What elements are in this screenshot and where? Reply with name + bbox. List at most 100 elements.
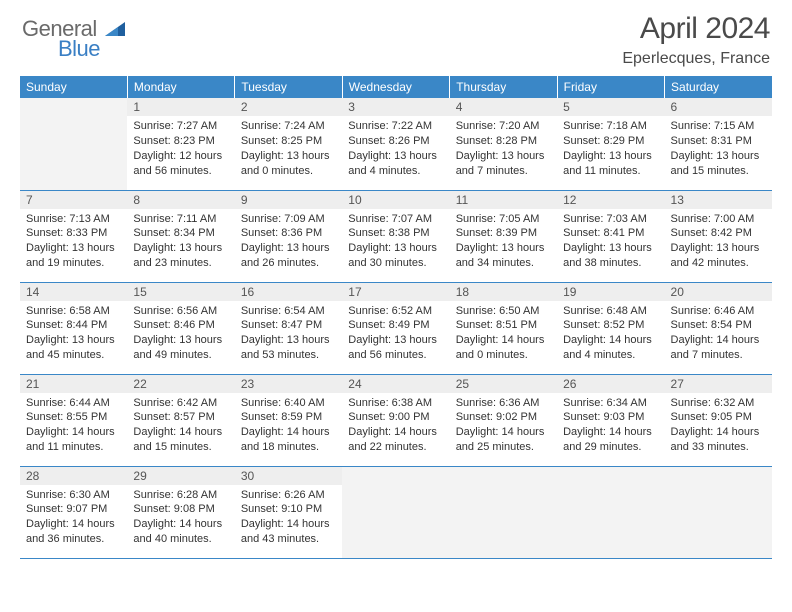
day-number: 9 — [235, 191, 342, 209]
day-body: Sunrise: 6:30 AMSunset: 9:07 PMDaylight:… — [20, 485, 127, 551]
sunset-text: Sunset: 8:52 PM — [563, 318, 658, 333]
header: General Blue April 2024 Eperlecques, Fra… — [0, 0, 792, 74]
daylight-line1: Daylight: 13 hours — [241, 241, 336, 256]
day-body: Sunrise: 7:24 AMSunset: 8:25 PMDaylight:… — [235, 116, 342, 182]
calendar-day-cell: 25Sunrise: 6:36 AMSunset: 9:02 PMDayligh… — [450, 374, 557, 466]
day-number: 7 — [20, 191, 127, 209]
daylight-line2: and 22 minutes. — [348, 440, 443, 455]
sunset-text: Sunset: 8:34 PM — [133, 226, 228, 241]
daylight-line1: Daylight: 13 hours — [456, 241, 551, 256]
sunset-text: Sunset: 9:07 PM — [26, 502, 121, 517]
sunset-text: Sunset: 9:02 PM — [456, 410, 551, 425]
sunrise-text: Sunrise: 7:00 AM — [671, 212, 766, 227]
daylight-line1: Daylight: 14 hours — [348, 425, 443, 440]
daylight-line2: and 30 minutes. — [348, 256, 443, 271]
day-number: 5 — [557, 98, 664, 116]
day-number: 1 — [127, 98, 234, 116]
daylight-line2: and 11 minutes. — [26, 440, 121, 455]
dow-header: Thursday — [450, 76, 557, 98]
sunset-text: Sunset: 9:05 PM — [671, 410, 766, 425]
day-number: 26 — [557, 375, 664, 393]
day-body: Sunrise: 6:38 AMSunset: 9:00 PMDaylight:… — [342, 393, 449, 459]
daylight-line1: Daylight: 14 hours — [671, 333, 766, 348]
day-body: Sunrise: 6:54 AMSunset: 8:47 PMDaylight:… — [235, 301, 342, 367]
sunset-text: Sunset: 8:29 PM — [563, 134, 658, 149]
calendar-day-cell: 17Sunrise: 6:52 AMSunset: 8:49 PMDayligh… — [342, 282, 449, 374]
dow-header: Sunday — [20, 76, 127, 98]
calendar-day-cell: 1Sunrise: 7:27 AMSunset: 8:23 PMDaylight… — [127, 98, 234, 190]
day-number: 20 — [665, 283, 772, 301]
sunset-text: Sunset: 8:59 PM — [241, 410, 336, 425]
calendar-day-cell: 14Sunrise: 6:58 AMSunset: 8:44 PMDayligh… — [20, 282, 127, 374]
daylight-line2: and 40 minutes. — [133, 532, 228, 547]
sunrise-text: Sunrise: 6:30 AM — [26, 488, 121, 503]
title-block: April 2024 Eperlecques, France — [622, 12, 770, 68]
sunset-text: Sunset: 8:51 PM — [456, 318, 551, 333]
day-number: 30 — [235, 467, 342, 485]
sunset-text: Sunset: 8:36 PM — [241, 226, 336, 241]
calendar-empty-cell — [450, 466, 557, 558]
sunrise-text: Sunrise: 6:28 AM — [133, 488, 228, 503]
calendar-table: SundayMondayTuesdayWednesdayThursdayFrid… — [20, 76, 772, 559]
sunrise-text: Sunrise: 7:03 AM — [563, 212, 658, 227]
daylight-line2: and 15 minutes. — [133, 440, 228, 455]
day-number: 27 — [665, 375, 772, 393]
day-body: Sunrise: 7:07 AMSunset: 8:38 PMDaylight:… — [342, 209, 449, 275]
dow-header: Tuesday — [235, 76, 342, 98]
daylight-line2: and 56 minutes. — [348, 348, 443, 363]
day-body: Sunrise: 6:44 AMSunset: 8:55 PMDaylight:… — [20, 393, 127, 459]
calendar-day-cell: 12Sunrise: 7:03 AMSunset: 8:41 PMDayligh… — [557, 190, 664, 282]
day-number: 18 — [450, 283, 557, 301]
calendar-week-row: 21Sunrise: 6:44 AMSunset: 8:55 PMDayligh… — [20, 374, 772, 466]
sunrise-text: Sunrise: 7:22 AM — [348, 119, 443, 134]
calendar-empty-cell — [665, 466, 772, 558]
day-number: 12 — [557, 191, 664, 209]
day-number: 10 — [342, 191, 449, 209]
sunrise-text: Sunrise: 6:54 AM — [241, 304, 336, 319]
daylight-line2: and 7 minutes. — [456, 164, 551, 179]
daylight-line1: Daylight: 13 hours — [456, 149, 551, 164]
day-body: Sunrise: 7:18 AMSunset: 8:29 PMDaylight:… — [557, 116, 664, 182]
day-number: 21 — [20, 375, 127, 393]
calendar-day-cell: 3Sunrise: 7:22 AMSunset: 8:26 PMDaylight… — [342, 98, 449, 190]
calendar-day-cell: 20Sunrise: 6:46 AMSunset: 8:54 PMDayligh… — [665, 282, 772, 374]
sunset-text: Sunset: 9:00 PM — [348, 410, 443, 425]
sunrise-text: Sunrise: 6:46 AM — [671, 304, 766, 319]
sunrise-text: Sunrise: 6:34 AM — [563, 396, 658, 411]
daylight-line1: Daylight: 14 hours — [456, 333, 551, 348]
calendar-day-cell: 22Sunrise: 6:42 AMSunset: 8:57 PMDayligh… — [127, 374, 234, 466]
day-body: Sunrise: 6:52 AMSunset: 8:49 PMDaylight:… — [342, 301, 449, 367]
day-number: 19 — [557, 283, 664, 301]
day-body: Sunrise: 6:26 AMSunset: 9:10 PMDaylight:… — [235, 485, 342, 551]
daylight-line1: Daylight: 14 hours — [26, 517, 121, 532]
daylight-line1: Daylight: 13 hours — [241, 333, 336, 348]
daylight-line1: Daylight: 13 hours — [133, 333, 228, 348]
dow-header: Friday — [557, 76, 664, 98]
sunset-text: Sunset: 9:08 PM — [133, 502, 228, 517]
daylight-line2: and 0 minutes. — [456, 348, 551, 363]
daylight-line1: Daylight: 13 hours — [671, 241, 766, 256]
daylight-line1: Daylight: 13 hours — [241, 149, 336, 164]
sunrise-text: Sunrise: 6:52 AM — [348, 304, 443, 319]
calendar-week-row: 1Sunrise: 7:27 AMSunset: 8:23 PMDaylight… — [20, 98, 772, 190]
daylight-line2: and 0 minutes. — [241, 164, 336, 179]
daylight-line1: Daylight: 14 hours — [456, 425, 551, 440]
day-body: Sunrise: 7:00 AMSunset: 8:42 PMDaylight:… — [665, 209, 772, 275]
calendar-day-cell: 19Sunrise: 6:48 AMSunset: 8:52 PMDayligh… — [557, 282, 664, 374]
sunrise-text: Sunrise: 7:05 AM — [456, 212, 551, 227]
day-number: 25 — [450, 375, 557, 393]
daylight-line2: and 19 minutes. — [26, 256, 121, 271]
calendar-day-cell: 26Sunrise: 6:34 AMSunset: 9:03 PMDayligh… — [557, 374, 664, 466]
page-title: April 2024 — [622, 12, 770, 46]
sunrise-text: Sunrise: 7:11 AM — [133, 212, 228, 227]
sunset-text: Sunset: 9:10 PM — [241, 502, 336, 517]
day-number: 8 — [127, 191, 234, 209]
daylight-line1: Daylight: 13 hours — [133, 241, 228, 256]
daylight-line2: and 38 minutes. — [563, 256, 658, 271]
daylight-line2: and 34 minutes. — [456, 256, 551, 271]
sunset-text: Sunset: 8:38 PM — [348, 226, 443, 241]
sunrise-text: Sunrise: 7:07 AM — [348, 212, 443, 227]
sunrise-text: Sunrise: 6:50 AM — [456, 304, 551, 319]
daylight-line2: and 42 minutes. — [671, 256, 766, 271]
sunset-text: Sunset: 8:47 PM — [241, 318, 336, 333]
